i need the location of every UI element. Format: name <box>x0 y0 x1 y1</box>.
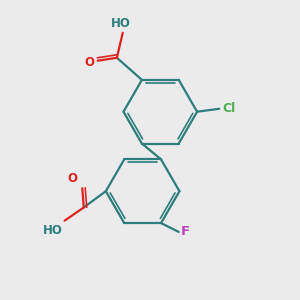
Text: HO: HO <box>43 224 63 237</box>
Text: F: F <box>181 225 190 239</box>
Text: HO: HO <box>111 17 131 30</box>
Text: O: O <box>84 56 94 69</box>
Text: Cl: Cl <box>222 102 236 115</box>
Text: O: O <box>68 172 78 185</box>
